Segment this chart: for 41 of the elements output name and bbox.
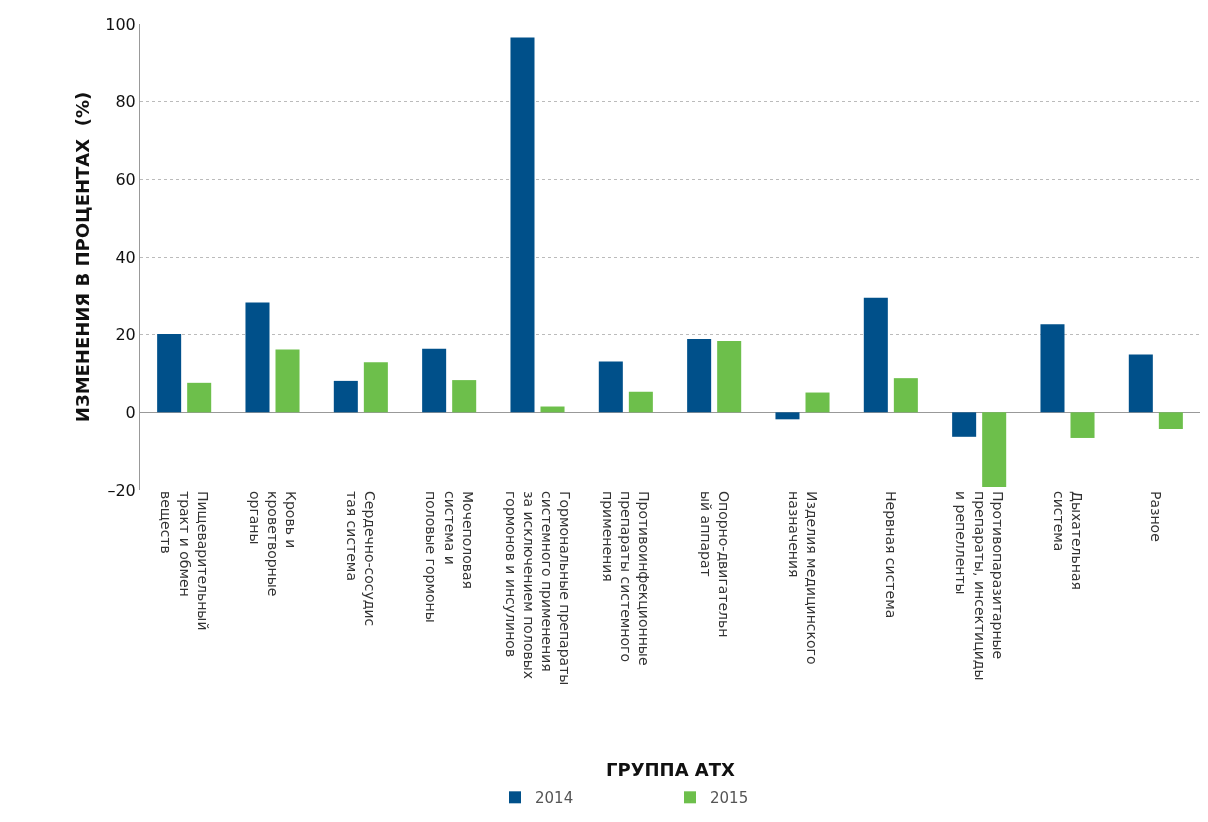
bar xyxy=(157,333,182,413)
bar xyxy=(982,412,1007,487)
x-tick-label: Разное xyxy=(1148,491,1165,542)
y-tick-label: 40 xyxy=(115,247,136,267)
bar xyxy=(187,382,212,413)
bar xyxy=(1040,324,1065,413)
bar xyxy=(275,349,300,413)
legend-label: 2015 xyxy=(710,789,749,808)
bar xyxy=(1158,412,1183,430)
y-tick-label: 100 xyxy=(105,14,136,34)
x-tick-label: Противопаразитарные препараты, инсектициды и репелленты xyxy=(953,491,1006,681)
bar xyxy=(452,380,477,413)
y-tick-label: 60 xyxy=(115,169,136,189)
bar xyxy=(863,297,888,413)
legend-label: 2014 xyxy=(535,789,574,808)
bar xyxy=(510,37,535,413)
x-tick-label: Нервная система xyxy=(883,491,900,619)
bar xyxy=(775,412,800,420)
x-tick-label: Дыхательная система xyxy=(1050,491,1086,590)
bar xyxy=(687,338,712,413)
bar xyxy=(333,380,358,413)
y-tick-label: 0 xyxy=(125,402,136,422)
bar xyxy=(893,378,918,413)
x-tick-label: Пищеварительный тракт и обмен веществ xyxy=(158,491,211,631)
y-tick-label: 20 xyxy=(115,325,136,345)
x-tick-label: Кровь и кроветворные органы xyxy=(246,491,300,597)
bar xyxy=(628,391,653,413)
x-tick-label: Изделия медицинского назначения xyxy=(785,491,821,665)
bar xyxy=(598,361,623,413)
x-axis-title: ГРУППА АТХ xyxy=(606,759,736,780)
bar xyxy=(805,392,830,413)
bar xyxy=(363,362,388,413)
bar xyxy=(1128,354,1153,413)
bar xyxy=(1070,412,1095,438)
bar xyxy=(717,340,742,413)
bar xyxy=(952,412,977,437)
y-tick-label: 80 xyxy=(115,92,136,112)
bar xyxy=(245,302,270,413)
y-axis-title: ИЗМЕНЕНИЯ В ПРОЦЕНТАХ (%) xyxy=(72,91,94,423)
bar xyxy=(422,348,447,413)
y-tick-label: –20 xyxy=(107,480,136,500)
